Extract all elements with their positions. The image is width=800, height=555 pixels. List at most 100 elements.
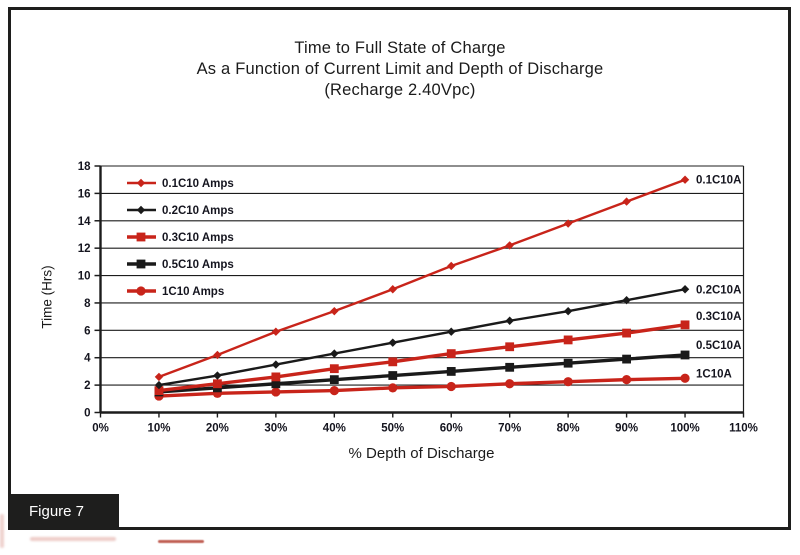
legend-item: 1C10 Amps xyxy=(127,286,224,298)
chart-title-line-3: (Recharge 2.40Vpc) xyxy=(324,81,476,99)
square-marker-icon xyxy=(446,349,456,359)
legend-item: 0.1C10 Amps xyxy=(127,178,234,190)
circle-marker-icon xyxy=(271,387,281,397)
circle-marker-icon xyxy=(563,377,573,387)
square-marker-icon xyxy=(154,386,164,395)
y-tick-label: 2 xyxy=(84,380,90,392)
page-edge-artifact xyxy=(158,540,204,543)
legend-label: 0.5C10 Amps xyxy=(162,259,234,271)
diamond-marker-icon xyxy=(622,197,631,206)
y-tick-label: 18 xyxy=(78,161,91,173)
circle-marker-icon xyxy=(329,385,339,396)
figure-caption-text: Figure 7 xyxy=(29,503,85,520)
series-line xyxy=(158,288,686,387)
y-tick-label: 14 xyxy=(78,216,91,228)
square-marker-icon xyxy=(136,232,146,242)
square-marker-icon xyxy=(388,371,398,380)
circle-marker-icon xyxy=(621,375,632,385)
square-marker-icon xyxy=(622,328,631,338)
square-marker-icon xyxy=(271,372,281,382)
circle-marker-icon xyxy=(505,379,515,389)
diamond-marker-icon xyxy=(136,205,146,215)
square-marker-icon xyxy=(271,379,281,389)
figure-caption: Figure 7 xyxy=(8,494,119,529)
circle-marker-icon xyxy=(446,381,456,392)
page-edge-artifact xyxy=(30,537,116,541)
series-end-label: 0.3C10A xyxy=(696,311,741,323)
diamond-marker-icon xyxy=(388,338,397,347)
y-tick-label: 12 xyxy=(78,243,91,255)
x-tick-label: 90% xyxy=(615,423,638,435)
diamond-marker-icon xyxy=(388,285,397,294)
square-marker-icon xyxy=(329,364,339,374)
series-end-label: 1C10A xyxy=(696,368,732,380)
series-0.3C10A xyxy=(154,320,690,395)
x-tick-label: 20% xyxy=(206,423,229,435)
diamond-marker-icon xyxy=(447,327,456,336)
diamond-marker-icon xyxy=(563,219,573,228)
x-tick-label: 80% xyxy=(557,423,580,435)
circle-marker-icon xyxy=(136,286,146,296)
series-0.1C10A xyxy=(154,175,690,382)
legend-item: 0.3C10 Amps xyxy=(127,232,234,244)
circle-marker-icon xyxy=(680,373,690,383)
y-tick-label: 16 xyxy=(78,188,91,200)
square-marker-icon xyxy=(446,367,456,376)
diamond-marker-icon xyxy=(563,306,573,316)
series-end-label: 0.2C10A xyxy=(696,284,741,296)
square-marker-icon xyxy=(213,379,222,389)
square-marker-icon xyxy=(329,375,339,385)
square-marker-icon xyxy=(563,335,573,345)
legend-label: 0.1C10 Amps xyxy=(162,178,234,190)
legend-label: 0.3C10 Amps xyxy=(162,232,234,244)
diamond-marker-icon xyxy=(213,350,222,360)
diamond-marker-icon xyxy=(154,380,164,390)
square-marker-icon xyxy=(680,320,690,330)
diamond-marker-icon xyxy=(330,349,339,358)
legend-item: 0.5C10 Amps xyxy=(127,259,234,271)
circle-marker-icon xyxy=(388,383,398,393)
figure-border-frame xyxy=(8,7,791,530)
x-tick-label: 40% xyxy=(323,423,346,435)
x-tick-label: 0% xyxy=(92,423,109,435)
diamond-marker-icon xyxy=(271,327,281,336)
x-tick-label: 100% xyxy=(670,423,699,435)
diamond-marker-icon xyxy=(680,285,690,294)
series-end-label: 0.1C10A xyxy=(696,175,741,187)
x-axis-label: % Depth of Discharge xyxy=(348,445,495,462)
chart-title-line-2: As a Function of Current Limit and Depth… xyxy=(196,60,604,78)
square-marker-icon xyxy=(505,342,515,352)
diamond-marker-icon xyxy=(505,316,514,325)
square-marker-icon xyxy=(388,357,398,367)
series-line xyxy=(158,323,686,393)
x-tick-label: 60% xyxy=(440,423,463,435)
diamond-marker-icon xyxy=(505,241,514,250)
diamond-marker-icon xyxy=(330,306,339,316)
series-line xyxy=(158,178,686,379)
legend-label: 0.2C10 Amps xyxy=(162,205,234,217)
square-marker-icon xyxy=(563,358,573,368)
diamond-marker-icon xyxy=(622,296,631,305)
y-tick-label: 4 xyxy=(84,353,91,365)
square-marker-icon xyxy=(622,354,631,364)
diamond-marker-icon xyxy=(213,371,222,380)
x-tick-label: 30% xyxy=(264,423,287,435)
y-tick-label: 0 xyxy=(84,408,90,420)
legend-item: 0.2C10 Amps xyxy=(127,205,234,217)
series-line xyxy=(158,376,686,398)
x-tick-label: 10% xyxy=(147,423,170,435)
diamond-marker-icon xyxy=(680,175,690,184)
chart-title: Time to Full State of Charge As a Functi… xyxy=(0,38,800,101)
square-marker-icon xyxy=(505,362,515,372)
series-line xyxy=(158,353,686,394)
diamond-marker-icon xyxy=(271,360,281,369)
x-tick-label: 70% xyxy=(498,423,521,435)
diamond-marker-icon xyxy=(136,178,146,188)
y-tick-label: 6 xyxy=(84,325,90,337)
x-tick-label: 110% xyxy=(729,423,758,435)
square-marker-icon xyxy=(136,259,146,269)
chart-title-line-1: Time to Full State of Charge xyxy=(294,39,506,57)
y-tick-label: 8 xyxy=(84,298,91,310)
diamond-marker-icon xyxy=(154,372,164,382)
